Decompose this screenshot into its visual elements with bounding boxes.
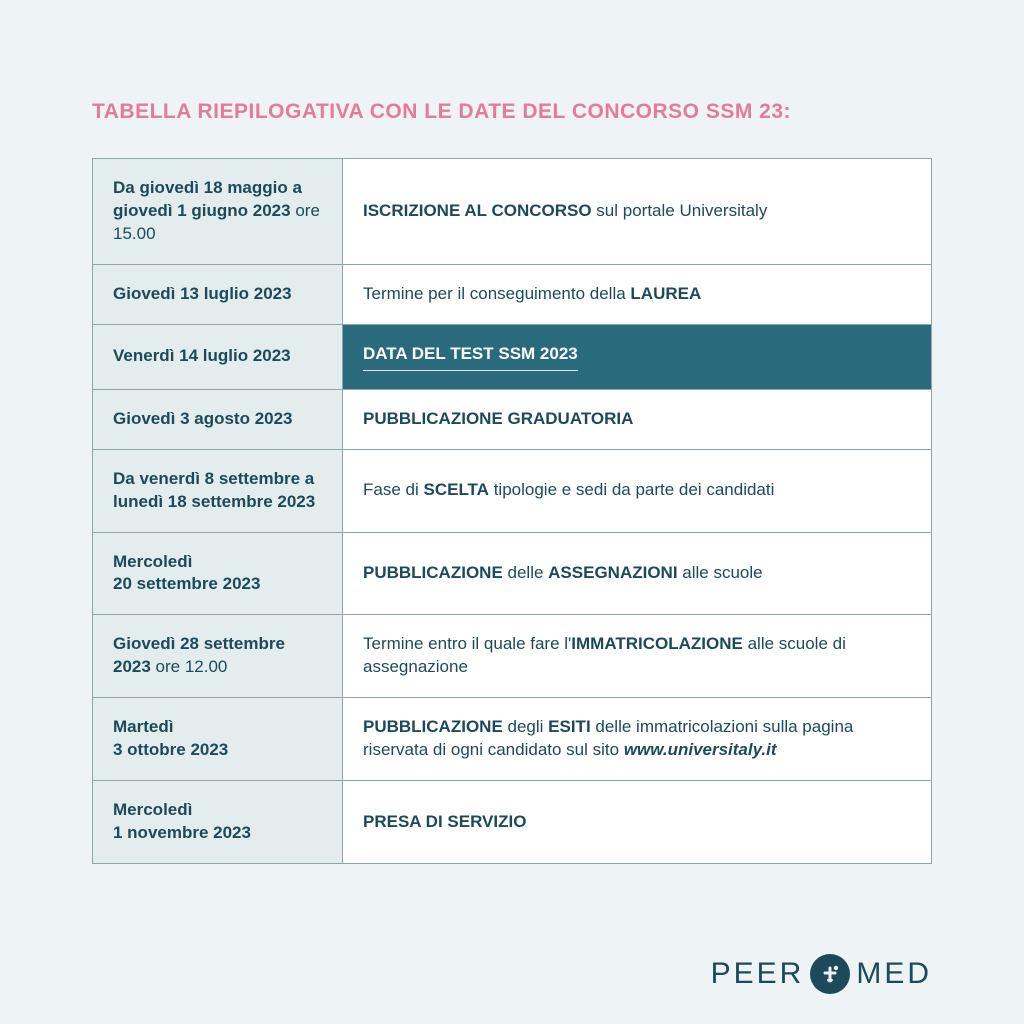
dates-table-body: Da giovedì 18 maggio a giovedì 1 giugno … <box>93 159 932 864</box>
peer4med-logo: PEER MED <box>711 954 932 994</box>
logo-left-text: PEER <box>711 957 805 991</box>
description-cell: ISCRIZIONE AL CONCORSO sul portale Unive… <box>343 159 932 265</box>
date-cell: Da giovedì 18 maggio a giovedì 1 giugno … <box>93 159 343 265</box>
page-title: TABELLA RIEPILOGATIVA CON LE DATE DEL CO… <box>92 100 932 124</box>
table-row: Mercoledì1 novembre 2023PRESA DI SERVIZI… <box>93 781 932 864</box>
table-row: Venerdì 14 luglio 2023DATA DEL TEST SSM … <box>93 324 932 389</box>
logo-right-text: MED <box>856 957 932 991</box>
table-row: Giovedì 13 luglio 2023Termine per il con… <box>93 264 932 324</box>
table-row: Da giovedì 18 maggio a giovedì 1 giugno … <box>93 159 932 265</box>
logo-mark-icon <box>810 954 850 994</box>
description-cell: PRESA DI SERVIZIO <box>343 781 932 864</box>
date-cell: Giovedì 28 settembre 2023 ore 12.00 <box>93 615 343 698</box>
description-cell: Termine per il conseguimento della LAURE… <box>343 264 932 324</box>
page-root: TABELLA RIEPILOGATIVA CON LE DATE DEL CO… <box>0 0 1024 1024</box>
table-row: Mercoledì20 settembre 2023PUBBLICAZIONE … <box>93 532 932 615</box>
description-cell: PUBBLICAZIONE delle ASSEGNAZIONI alle sc… <box>343 532 932 615</box>
description-cell: Termine entro il quale fare l'IMMATRICOL… <box>343 615 932 698</box>
table-row: Da venerdì 8 settembre a lunedì 18 sette… <box>93 449 932 532</box>
table-row: Giovedì 28 settembre 2023 ore 12.00Termi… <box>93 615 932 698</box>
date-cell: Giovedì 13 luglio 2023 <box>93 264 343 324</box>
date-cell: Giovedì 3 agosto 2023 <box>93 389 343 449</box>
description-cell: PUBBLICAZIONE GRADUATORIA <box>343 389 932 449</box>
dates-table: Da giovedì 18 maggio a giovedì 1 giugno … <box>92 158 932 864</box>
description-cell: DATA DEL TEST SSM 2023 <box>343 324 932 389</box>
date-cell: Venerdì 14 luglio 2023 <box>93 324 343 389</box>
table-row: Martedì3 ottobre 2023PUBBLICAZIONE degli… <box>93 698 932 781</box>
date-cell: Da venerdì 8 settembre a lunedì 18 sette… <box>93 449 343 532</box>
date-cell: Martedì3 ottobre 2023 <box>93 698 343 781</box>
date-cell: Mercoledì20 settembre 2023 <box>93 532 343 615</box>
description-cell: Fase di SCELTA tipologie e sedi da parte… <box>343 449 932 532</box>
date-cell: Mercoledì1 novembre 2023 <box>93 781 343 864</box>
table-row: Giovedì 3 agosto 2023PUBBLICAZIONE GRADU… <box>93 389 932 449</box>
description-cell: PUBBLICAZIONE degli ESITI delle immatric… <box>343 698 932 781</box>
